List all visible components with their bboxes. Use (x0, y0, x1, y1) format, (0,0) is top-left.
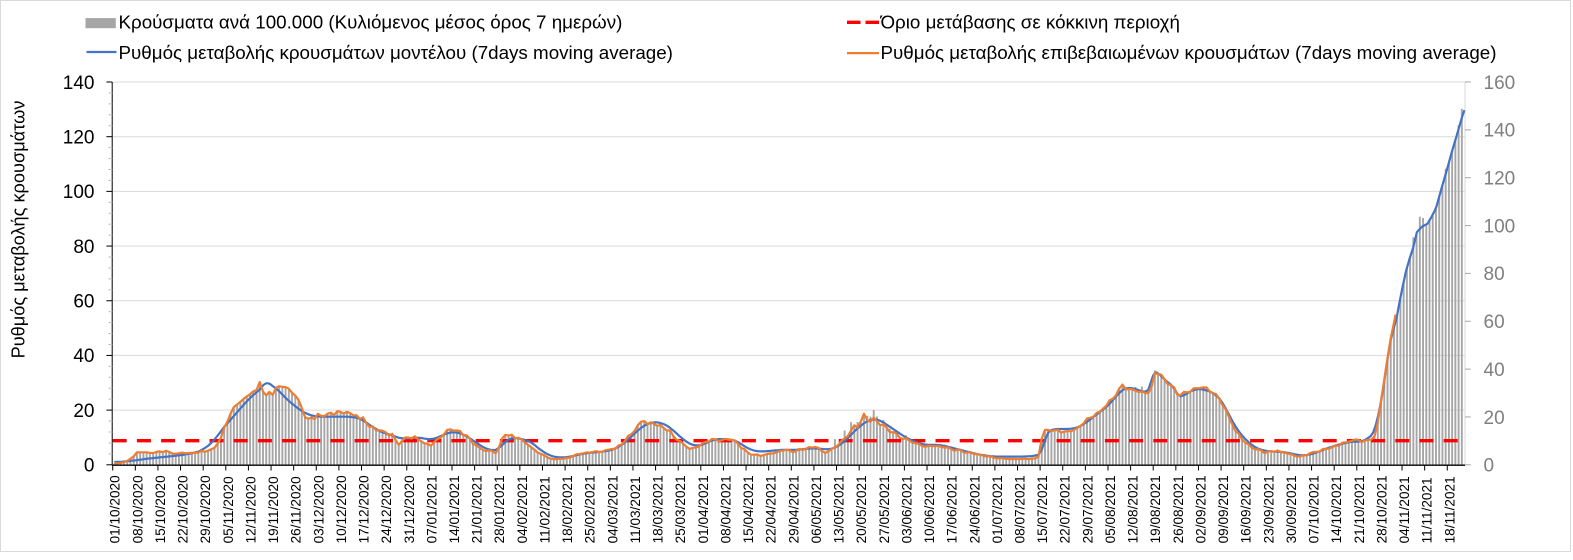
svg-text:40: 40 (73, 346, 94, 367)
svg-text:80: 80 (1484, 264, 1505, 285)
svg-text:160: 160 (1484, 73, 1516, 94)
svg-text:Κρούσματα ανά 100.000 (Κυλιόμε: Κρούσματα ανά 100.000 (Κυλιόμενος μέσος … (119, 11, 623, 32)
svg-text:28/10/2021: 28/10/2021 (1374, 475, 1389, 543)
svg-text:18/11/2021: 18/11/2021 (1442, 476, 1457, 543)
svg-text:13/05/2021: 13/05/2021 (832, 475, 847, 543)
svg-text:11/03/2021: 11/03/2021 (628, 476, 643, 543)
svg-text:04/11/2021: 04/11/2021 (1397, 476, 1412, 543)
svg-text:08/10/2020: 08/10/2020 (130, 475, 145, 543)
svg-text:15/07/2021: 15/07/2021 (1035, 475, 1050, 543)
svg-text:17/06/2021: 17/06/2021 (945, 475, 960, 543)
svg-text:08/04/2021: 08/04/2021 (718, 475, 733, 543)
svg-text:20: 20 (1484, 408, 1505, 429)
svg-text:08/07/2021: 08/07/2021 (1013, 475, 1028, 543)
svg-text:03/12/2020: 03/12/2020 (311, 475, 326, 543)
svg-text:Ρυθμός μεταβολής επιβεβαιωμένω: Ρυθμός μεταβολής επιβεβαιωμένων κρουσμάτ… (881, 42, 1497, 63)
svg-text:Ρυθμός μεταβολής κρουσμάτων: Ρυθμός μεταβολής κρουσμάτων (9, 101, 29, 359)
svg-text:19/08/2021: 19/08/2021 (1148, 475, 1163, 543)
svg-text:15/04/2021: 15/04/2021 (741, 475, 756, 543)
svg-text:05/11/2020: 05/11/2020 (221, 476, 236, 543)
svg-text:24/06/2021: 24/06/2021 (967, 475, 982, 543)
svg-text:24/12/2020: 24/12/2020 (379, 475, 394, 543)
svg-text:07/01/2021: 07/01/2021 (424, 475, 439, 543)
svg-text:29/04/2021: 29/04/2021 (786, 475, 801, 543)
svg-text:06/05/2021: 06/05/2021 (809, 475, 824, 543)
svg-text:19/11/2020: 19/11/2020 (266, 476, 281, 543)
svg-text:22/07/2021: 22/07/2021 (1058, 475, 1073, 543)
svg-text:10/12/2020: 10/12/2020 (334, 475, 349, 543)
svg-text:05/08/2021: 05/08/2021 (1103, 475, 1118, 543)
svg-text:25/03/2021: 25/03/2021 (673, 475, 688, 543)
svg-text:01/07/2021: 01/07/2021 (990, 475, 1005, 543)
svg-text:26/11/2020: 26/11/2020 (289, 476, 304, 543)
svg-text:140: 140 (1484, 121, 1516, 142)
svg-text:80: 80 (73, 237, 94, 258)
svg-text:140: 140 (63, 73, 95, 94)
svg-text:07/10/2021: 07/10/2021 (1307, 475, 1322, 543)
svg-text:02/09/2021: 02/09/2021 (1193, 475, 1208, 543)
svg-text:100: 100 (63, 182, 95, 203)
svg-text:100: 100 (1484, 216, 1516, 237)
svg-text:40: 40 (1484, 360, 1505, 381)
svg-text:31/12/2020: 31/12/2020 (402, 475, 417, 543)
svg-text:Ρυθμός μεταβολής κρουσμάτων μο: Ρυθμός μεταβολής κρουσμάτων μοντέλου (7d… (119, 42, 673, 63)
svg-text:60: 60 (73, 292, 94, 313)
svg-text:16/09/2021: 16/09/2021 (1239, 475, 1254, 543)
svg-text:04/03/2021: 04/03/2021 (605, 475, 620, 543)
svg-text:11/11/2021: 11/11/2021 (1420, 477, 1435, 543)
svg-text:01/04/2021: 01/04/2021 (696, 475, 711, 543)
svg-text:60: 60 (1484, 312, 1505, 333)
svg-text:20: 20 (73, 401, 94, 422)
svg-text:15/10/2020: 15/10/2020 (153, 475, 168, 543)
svg-text:27/05/2021: 27/05/2021 (877, 475, 892, 543)
svg-text:28/01/2021: 28/01/2021 (492, 475, 507, 543)
svg-text:10/06/2021: 10/06/2021 (922, 475, 937, 543)
svg-text:03/06/2021: 03/06/2021 (899, 475, 914, 543)
svg-text:01/10/2020: 01/10/2020 (108, 475, 123, 543)
svg-text:23/09/2021: 23/09/2021 (1261, 475, 1276, 543)
svg-text:21/10/2021: 21/10/2021 (1352, 475, 1367, 543)
svg-text:0: 0 (84, 456, 95, 477)
svg-text:14/10/2021: 14/10/2021 (1329, 475, 1344, 543)
svg-text:120: 120 (1484, 169, 1516, 190)
svg-text:120: 120 (63, 128, 95, 149)
svg-text:18/02/2021: 18/02/2021 (560, 475, 575, 543)
svg-text:26/08/2021: 26/08/2021 (1171, 475, 1186, 543)
svg-text:25/02/2021: 25/02/2021 (583, 475, 598, 543)
svg-text:0: 0 (1484, 456, 1495, 477)
svg-text:29/10/2020: 29/10/2020 (198, 475, 213, 543)
svg-text:09/09/2021: 09/09/2021 (1216, 475, 1231, 543)
svg-text:30/09/2021: 30/09/2021 (1284, 475, 1299, 543)
svg-text:21/01/2021: 21/01/2021 (470, 475, 485, 543)
svg-text:14/01/2021: 14/01/2021 (447, 475, 462, 543)
svg-text:17/12/2020: 17/12/2020 (357, 475, 372, 543)
svg-text:12/08/2021: 12/08/2021 (1126, 475, 1141, 543)
svg-text:Όριο μετάβασης σε κόκκινη περι: Όριο μετάβασης σε κόκκινη περιοχή (880, 11, 1180, 32)
svg-text:22/04/2021: 22/04/2021 (764, 475, 779, 543)
svg-text:11/02/2021: 11/02/2021 (537, 476, 552, 543)
svg-text:04/02/2021: 04/02/2021 (515, 475, 530, 543)
svg-text:29/07/2021: 29/07/2021 (1080, 475, 1095, 543)
svg-text:20/05/2021: 20/05/2021 (854, 475, 869, 543)
svg-text:22/10/2020: 22/10/2020 (176, 475, 191, 543)
svg-text:18/03/2021: 18/03/2021 (651, 475, 666, 543)
svg-text:12/11/2020: 12/11/2020 (243, 476, 258, 543)
